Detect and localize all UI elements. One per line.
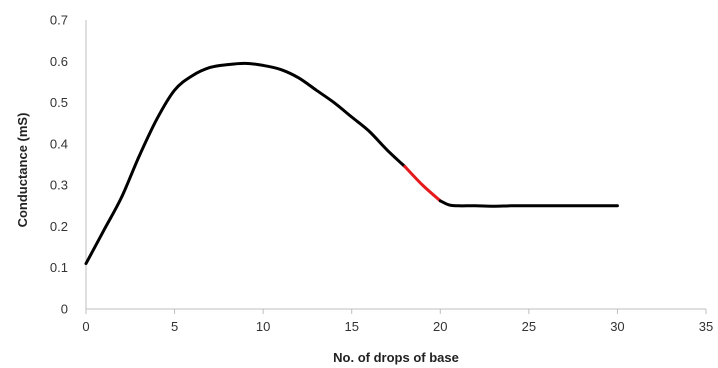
x-tick-label: 5 — [171, 319, 178, 334]
y-axis-title: Conductance (mS) — [15, 113, 30, 228]
series-line-1 — [403, 165, 442, 203]
x-tick-label: 0 — [82, 319, 89, 334]
x-tick-group: 0 5 10 15 20 25 30 35 — [82, 309, 713, 334]
y-tick-label: 0 — [61, 302, 68, 317]
series-line-2 — [438, 199, 619, 208]
series-group — [84, 61, 619, 266]
y-tick-label: 0.1 — [50, 260, 68, 275]
y-tick-label: 0.5 — [50, 95, 68, 110]
x-tick-label: 25 — [522, 319, 536, 334]
x-tick-label: 20 — [433, 319, 447, 334]
y-tick-label: 0.4 — [50, 136, 68, 151]
x-tick-label: 10 — [256, 319, 270, 334]
y-tick-label: 0.7 — [50, 13, 68, 28]
y-tick-label: 0.6 — [50, 54, 68, 69]
x-tick-label: 15 — [344, 319, 358, 334]
y-tick-group: 0 0.1 0.2 0.3 0.4 0.5 0.6 0.7 — [50, 13, 68, 317]
y-tick-label: 0.2 — [50, 219, 68, 234]
y-tick-label: 0.3 — [50, 178, 68, 193]
x-tick-label: 35 — [699, 319, 713, 334]
series-line-0 — [84, 61, 407, 266]
plot-area: 0 5 10 15 20 25 30 35 0 0.1 0.2 0.3 0.4 0.5 0.6 0.7 — [50, 13, 713, 335]
x-tick-label: 30 — [610, 319, 624, 334]
x-axis-title: No. of drops of base — [333, 350, 459, 365]
